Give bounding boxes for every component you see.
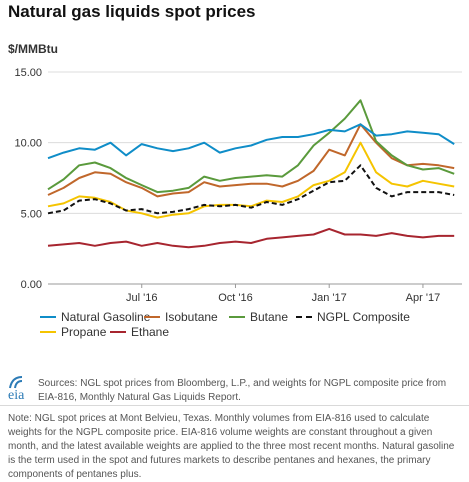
x-tick-label: Jul '16 xyxy=(126,292,157,304)
series-line-isobutane xyxy=(47,123,455,198)
series-line-ethane xyxy=(47,227,455,249)
divider xyxy=(0,405,469,406)
chart-title: Natural gas liquids spot prices xyxy=(8,2,256,21)
legend-label: NGPL Composite xyxy=(317,310,410,324)
note-text: Note: NGL spot prices at Mont Belvieu, T… xyxy=(8,413,455,480)
legend-label: Ethane xyxy=(131,325,170,339)
series-line-propane xyxy=(47,141,455,219)
legend-item-ngpl-composite: NGPL Composite xyxy=(296,310,410,324)
y-tick-label: 0.00 xyxy=(21,279,42,291)
svg-text:eia: eia xyxy=(8,388,25,402)
legend-label: Natural Gasoline xyxy=(61,310,151,324)
y-tick-label: 15.00 xyxy=(14,67,42,79)
line-chart: 0.00 5.00 10.00 15.00 Jul '16 Oct '16 Jan '17 A… xyxy=(14,67,462,304)
legend-item-isobutane: Isobutane xyxy=(144,310,218,324)
series-line-natural-gasoline xyxy=(47,123,455,160)
legend-swatch xyxy=(40,316,56,318)
legend-label: Isobutane xyxy=(165,310,218,324)
legend-item-butane: Butane xyxy=(229,310,288,324)
x-tick-label: Jan '17 xyxy=(312,292,347,304)
y-axis-unit-label: $/MMBtu xyxy=(8,42,58,56)
legend-item-natural-gasoline: Natural Gasoline xyxy=(40,310,150,324)
series-line-ngpl-composite xyxy=(47,164,455,215)
legend-item-propane: Propane xyxy=(40,325,106,339)
legend-swatch xyxy=(110,331,126,333)
legend-item-ethane: Ethane xyxy=(110,325,169,339)
legend-label: Propane xyxy=(61,325,107,339)
y-tick-label: 5.00 xyxy=(21,208,42,220)
sources-text: Sources: NGL spot prices from Bloomberg,… xyxy=(38,378,447,403)
legend-label: Butane xyxy=(250,310,289,324)
eia-logo: eia xyxy=(8,376,25,402)
legend-swatch xyxy=(40,331,56,333)
x-tick-label: Apr '17 xyxy=(406,292,441,304)
legend-swatch xyxy=(296,316,312,318)
y-tick-label: 10.00 xyxy=(14,138,42,150)
legend-swatch xyxy=(229,316,245,318)
series-line-butane xyxy=(47,99,455,194)
legend-swatch xyxy=(144,316,160,318)
x-tick-label: Oct '16 xyxy=(218,292,253,304)
